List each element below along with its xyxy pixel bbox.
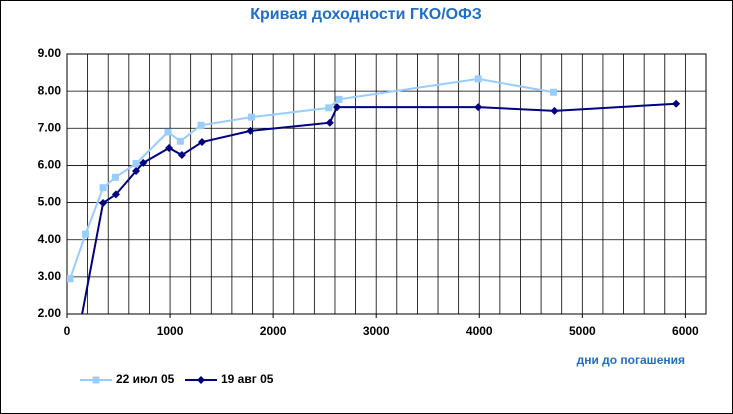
marker bbox=[474, 75, 482, 83]
series-layer bbox=[67, 75, 681, 314]
y-tick-label: 6.00 bbox=[38, 158, 62, 172]
marker bbox=[198, 138, 207, 147]
y-tick-label: 4.00 bbox=[38, 232, 62, 246]
x-tick-label: 5000 bbox=[569, 324, 596, 338]
marker bbox=[81, 313, 82, 314]
marker bbox=[672, 99, 681, 108]
marker bbox=[111, 190, 120, 199]
marker bbox=[247, 113, 255, 121]
legend-label: 22 июл 05 bbox=[116, 372, 175, 386]
marker bbox=[550, 106, 559, 115]
marker bbox=[335, 95, 343, 103]
plot-border bbox=[66, 53, 707, 315]
series-line bbox=[81, 102, 677, 314]
marker bbox=[92, 376, 100, 384]
marker bbox=[197, 376, 205, 384]
marker bbox=[333, 103, 342, 112]
plot-area bbox=[67, 54, 706, 314]
marker bbox=[164, 128, 172, 136]
marker bbox=[132, 167, 141, 175]
y-tick-label: 8.00 bbox=[38, 83, 62, 97]
legend-label: 19 авг 05 bbox=[221, 372, 274, 386]
marker bbox=[177, 151, 186, 160]
marker bbox=[82, 230, 90, 238]
marker bbox=[325, 104, 333, 112]
marker bbox=[474, 103, 483, 112]
marker bbox=[99, 184, 107, 192]
marker bbox=[197, 121, 205, 129]
marker bbox=[325, 118, 334, 127]
y-tick-label: 7.00 bbox=[38, 120, 62, 134]
marker bbox=[139, 158, 148, 167]
marker bbox=[246, 126, 255, 135]
x-tick-label: 6000 bbox=[672, 324, 699, 338]
x-tick-label: 2000 bbox=[260, 324, 287, 338]
marker bbox=[99, 198, 108, 207]
marker bbox=[549, 88, 557, 96]
chart-title: Кривая доходности ГКО/ОФЗ bbox=[250, 6, 482, 23]
marker bbox=[176, 137, 184, 145]
y-tick-label: 9.00 bbox=[38, 46, 62, 60]
x-tick-label: 3000 bbox=[363, 324, 390, 338]
x-tick-label: 1000 bbox=[157, 324, 184, 338]
y-tick-label: 5.00 bbox=[38, 195, 62, 209]
x-tick-label: 4000 bbox=[466, 324, 493, 338]
x-axis-label: дни до погашения bbox=[577, 353, 685, 367]
y-tick-label: 3.00 bbox=[38, 269, 62, 283]
marker bbox=[111, 173, 119, 181]
marker bbox=[132, 160, 140, 168]
marker bbox=[67, 275, 74, 283]
marker bbox=[165, 143, 174, 152]
x-tick-label: 0 bbox=[64, 324, 71, 338]
y-tick-label: 2.00 bbox=[38, 306, 62, 320]
